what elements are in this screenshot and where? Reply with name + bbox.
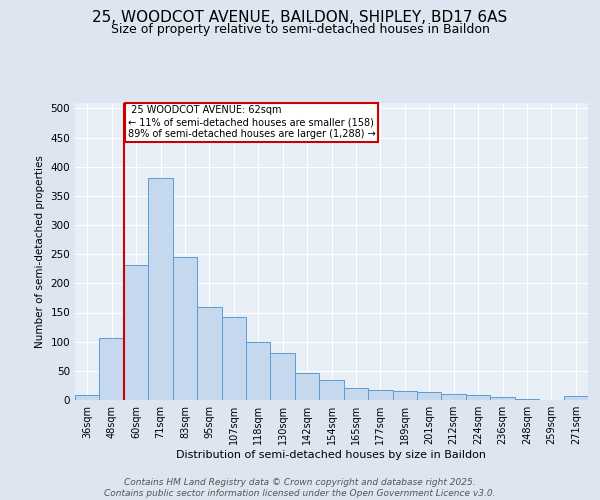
Bar (417, 392, 442, 400)
Bar (295, 372, 319, 400)
Text: Size of property relative to semi-detached houses in Baildon: Size of property relative to semi-detach… (110, 22, 490, 36)
Bar (368, 390, 392, 400)
Bar (344, 388, 368, 400)
Bar (100, 338, 124, 400)
Bar (124, 265, 148, 400)
Bar (173, 257, 197, 400)
Bar (563, 396, 588, 400)
Bar (466, 396, 490, 400)
X-axis label: Distribution of semi-detached houses by size in Baildon: Distribution of semi-detached houses by … (176, 450, 487, 460)
Text: Contains HM Land Registry data © Crown copyright and database right 2025.
Contai: Contains HM Land Registry data © Crown c… (104, 478, 496, 498)
Text: 25, WOODCOT AVENUE, BAILDON, SHIPLEY, BD17 6AS: 25, WOODCOT AVENUE, BAILDON, SHIPLEY, BD… (92, 10, 508, 25)
Bar (75, 396, 100, 400)
Bar (148, 178, 173, 400)
Y-axis label: Number of semi-detached properties: Number of semi-detached properties (35, 155, 45, 348)
Bar (392, 391, 417, 400)
Bar (271, 354, 295, 400)
Text: 25 WOODCOT AVENUE: 62sqm
← 11% of semi-detached houses are smaller (158)
89% of : 25 WOODCOT AVENUE: 62sqm ← 11% of semi-d… (128, 106, 375, 138)
Bar (197, 306, 221, 400)
Bar (221, 317, 246, 400)
Bar (246, 342, 271, 400)
Bar (319, 380, 344, 400)
Bar (442, 394, 466, 400)
Bar (490, 397, 515, 400)
